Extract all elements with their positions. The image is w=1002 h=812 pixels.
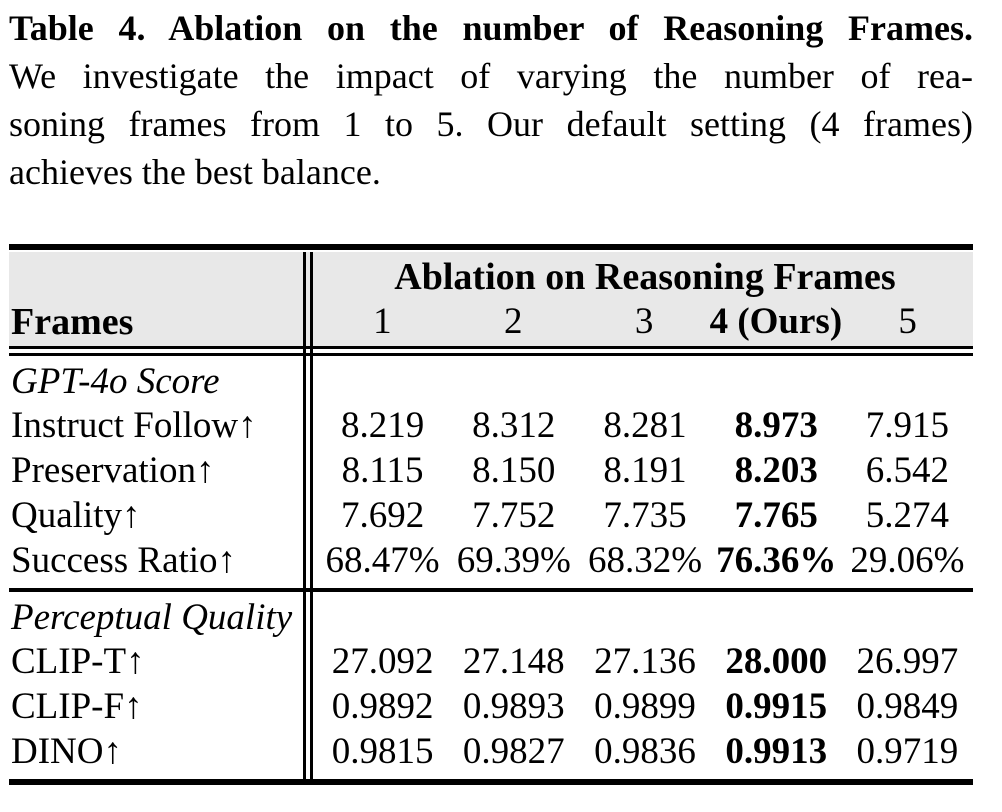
caption-body-line-1: We investigate the impact of varying the… xyxy=(9,56,973,96)
data-cell: 68.32% xyxy=(587,540,703,581)
data-cell: 8.203 xyxy=(734,450,818,491)
header-double-rule xyxy=(9,346,973,356)
table-section: Perceptual Quality CLIP-T↑ 27.092 27.148 27.… xyxy=(9,592,973,779)
data-cell: 7.735 xyxy=(603,495,687,536)
corner-spacer xyxy=(9,252,317,302)
data-cell: 27.136 xyxy=(594,641,696,682)
data-cell: 8.150 xyxy=(472,450,556,491)
corner-header: Frames xyxy=(11,301,134,343)
table-row: CLIP-F↑ 0.9892 0.9893 0.9899 0.9915 0.9849 xyxy=(9,684,973,729)
table-row: CLIP-T↑ 27.092 27.148 27.136 28.000 26.997 xyxy=(9,639,973,684)
data-cell: 0.9849 xyxy=(856,686,959,727)
table-body: GPT-4o Score Instruct Follow↑ 8.219 8.312 8.… xyxy=(9,356,973,779)
data-cell: 0.9892 xyxy=(331,686,434,727)
group-header-row: Ablation on Reasoning Frames xyxy=(9,252,973,300)
row-label: Success Ratio↑ xyxy=(11,540,237,581)
caption-title: Table 4. Ablation on the number of Reaso… xyxy=(9,8,973,48)
data-cell: 0.9827 xyxy=(462,731,565,772)
section-heading: GPT-4o Score xyxy=(11,361,220,402)
row-label: Preservation↑ xyxy=(11,450,215,491)
data-cell: 6.542 xyxy=(865,450,950,491)
caption-body-line-3: achieves the best balance. xyxy=(9,152,381,192)
data-cell: 69.39% xyxy=(456,540,571,581)
column-header-3: 3 xyxy=(634,301,654,342)
data-cell: 8.973 xyxy=(734,405,818,446)
data-cell: 8.115 xyxy=(341,450,424,491)
data-cell: 27.148 xyxy=(462,641,565,682)
vertical-double-rule-left xyxy=(303,252,306,779)
data-cell: 0.9915 xyxy=(725,686,828,727)
table-row: DINO↑ 0.9815 0.9827 0.9836 0.9913 0.9719 xyxy=(9,729,973,774)
data-cell: 7.752 xyxy=(472,495,556,536)
data-cell: 8.219 xyxy=(340,405,425,446)
table-caption: Table 4. Ablation on the number of Reaso… xyxy=(9,4,973,196)
data-cell: 68.47% xyxy=(325,540,440,581)
row-label: Instruct Follow↑ xyxy=(11,405,257,446)
column-header-4: 4 (Ours) xyxy=(709,301,843,342)
table-row: Instruct Follow↑ 8.219 8.312 8.281 8.973 7.91… xyxy=(9,403,973,448)
row-label: CLIP-T↑ xyxy=(11,641,145,682)
table-top-rule xyxy=(9,244,973,250)
data-cell: 0.9815 xyxy=(331,731,434,772)
data-cell: 0.9893 xyxy=(462,686,565,727)
section-heading: Perceptual Quality xyxy=(11,597,293,638)
data-cell: 8.281 xyxy=(603,405,687,446)
data-cell: 28.000 xyxy=(725,641,828,682)
data-cell: 7.692 xyxy=(340,495,425,536)
section-divider-rule xyxy=(9,588,973,592)
column-header-5: 5 xyxy=(898,301,917,342)
table-row: Success Ratio↑ 68.47% 69.39% 68.32% 76.36% 29… xyxy=(9,538,973,583)
caption-body-line-2: soning frames from 1 to 5. Our default s… xyxy=(9,104,973,144)
data-cell: 0.9719 xyxy=(856,731,959,772)
data-cell: 7.765 xyxy=(734,495,818,536)
data-cell: 0.9899 xyxy=(594,686,696,727)
caption-title-line: Table 4. Ablation on the number of Reaso… xyxy=(9,4,973,52)
row-label: CLIP-F↑ xyxy=(11,686,143,727)
data-cell: 27.092 xyxy=(331,641,434,682)
ablation-table: Ablation on Reasoning Frames Frames 1 2 3 4… xyxy=(9,244,973,785)
table-section: GPT-4o Score Instruct Follow↑ 8.219 8.312 8.… xyxy=(9,356,973,588)
data-cell: 5.274 xyxy=(865,495,950,536)
row-label: Quality↑ xyxy=(11,495,141,536)
column-header-2: 2 xyxy=(504,301,523,342)
data-cell: 0.9913 xyxy=(725,731,828,772)
data-cell: 7.915 xyxy=(865,405,950,446)
table-bottom-rule xyxy=(9,779,973,785)
column-header-1: 1 xyxy=(373,301,392,342)
data-cell: 8.191 xyxy=(603,450,687,491)
table-row: Preservation↑ 8.115 8.150 8.191 8.203 6.542 xyxy=(9,448,973,493)
data-cell: 29.06% xyxy=(850,540,965,581)
row-label: DINO↑ xyxy=(11,731,122,772)
vertical-double-rule-right xyxy=(310,252,313,779)
table-row: Quality↑ 7.692 7.752 7.735 7.765 5.274 xyxy=(9,493,973,538)
data-cell: 0.9836 xyxy=(594,731,696,772)
data-cell: 76.36% xyxy=(716,540,837,581)
section-heading-row: GPT-4o Score xyxy=(9,361,973,403)
data-cell: 26.997 xyxy=(856,641,959,682)
data-cell: 8.312 xyxy=(472,405,556,446)
table-header: Ablation on Reasoning Frames Frames 1 2 3 4… xyxy=(9,252,973,346)
column-header-row: Frames 1 2 3 4 (Ours) 5 xyxy=(9,300,973,346)
column-group-header: Ablation on Reasoning Frames xyxy=(394,256,896,298)
section-heading-row: Perceptual Quality xyxy=(9,597,973,639)
